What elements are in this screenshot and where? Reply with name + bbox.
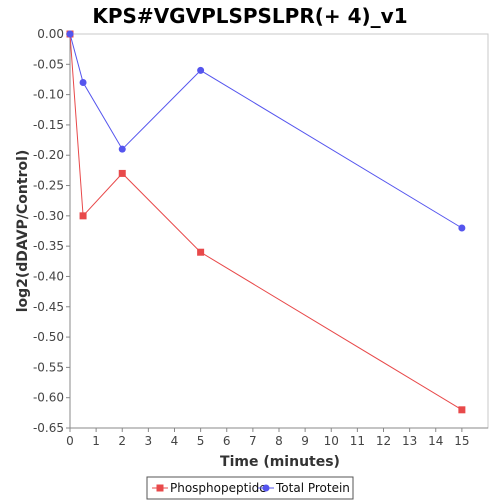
x-axis-label: Time (minutes) [220, 454, 340, 470]
y-tick-label: 0.00 [37, 27, 64, 41]
total-protein-point [79, 78, 87, 86]
chart-title: KPS#VGVPLSPSLPR(+ 4)_v1 [92, 4, 407, 28]
legend-box [146, 476, 354, 500]
x-tick-label: 3 [145, 434, 153, 448]
legend-items: Phosphopeptide Total Protein [152, 481, 350, 495]
x-tick-label: 2 [118, 434, 126, 448]
y-tick-label: -0.55 [33, 360, 64, 374]
x-tick-label: 6 [223, 434, 231, 448]
x-tick-label: 10 [324, 434, 339, 448]
legend-phosphopeptide-marker [156, 484, 164, 492]
total-protein-point [458, 224, 466, 232]
y-tick-label: -0.25 [33, 179, 64, 193]
x-tick-label: 13 [402, 434, 417, 448]
phosphopeptide-point [79, 212, 87, 220]
legend-phosphopeptide-label: Phosphopeptide [170, 481, 267, 495]
x-tick-label: 7 [249, 434, 257, 448]
total-protein-point [66, 30, 74, 38]
x-tick-label: 11 [350, 434, 365, 448]
total-protein-point [118, 145, 126, 153]
series-layer [66, 30, 466, 414]
y-tick-label: -0.35 [33, 239, 64, 253]
phosphopeptide-point [197, 248, 205, 256]
x-axis-ticks: 0 1 2 3 4 5 6 7 8 9 10 11 12 13 14 15 [66, 428, 470, 448]
plot-area [69, 33, 489, 429]
x-tick-label: 12 [376, 434, 391, 448]
x-tick-label: 1 [92, 434, 100, 448]
total-protein-point [197, 66, 205, 74]
legend-total-protein-label: Total Protein [275, 481, 350, 495]
y-axis-ticks: 0.00 -0.05 -0.10 -0.15 -0.20 -0.25 -0.30 -0.35 -… [33, 27, 70, 435]
x-tick-label: 8 [275, 434, 283, 448]
y-tick-label: -0.15 [33, 118, 64, 132]
y-axis-label: log2(dDAVP/Control) [15, 150, 31, 313]
y-tick-label: -0.30 [33, 209, 64, 223]
y-tick-label: -0.40 [33, 269, 64, 283]
y-tick-label: -0.60 [33, 391, 64, 405]
legend-total-protein-marker [262, 484, 270, 492]
y-tick-label: -0.65 [33, 421, 64, 435]
x-tick-label: 15 [454, 434, 469, 448]
x-tick-label: 4 [171, 434, 179, 448]
phosphopeptide-point [118, 169, 126, 177]
legend: Phosphopeptide Total Protein [146, 476, 354, 500]
x-tick-label: 5 [197, 434, 205, 448]
x-tick-label: 14 [428, 434, 443, 448]
x-tick-label: 0 [66, 434, 74, 448]
y-tick-label: -0.20 [33, 148, 64, 162]
phosphopeptide-point [458, 406, 466, 414]
y-tick-label: -0.05 [33, 57, 64, 71]
y-tick-label: -0.50 [33, 330, 64, 344]
x-tick-label: 9 [301, 434, 309, 448]
y-tick-label: -0.45 [33, 300, 64, 314]
y-tick-label: -0.10 [33, 88, 64, 102]
